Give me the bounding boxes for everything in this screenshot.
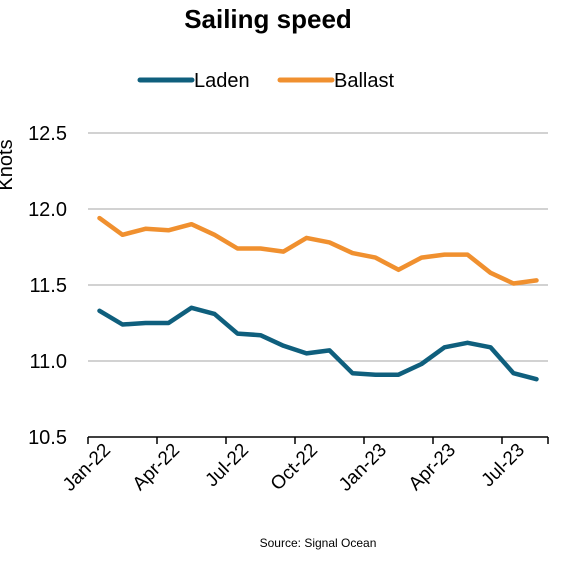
legend-label-laden: Laden [194, 70, 250, 92]
x-tick-label: Jul-22 [202, 440, 253, 491]
series-line-ballast [97, 215, 539, 286]
x-tick-label: Apr-23 [405, 440, 460, 495]
x-tick-label: Oct-22 [267, 440, 322, 495]
x-tick-label: Apr-22 [129, 440, 184, 495]
grid [88, 132, 548, 362]
y-tick-label: 10.5 [28, 427, 67, 449]
y-tick-label: 12.5 [28, 123, 67, 145]
series-group [97, 215, 539, 382]
legend: Laden Ballast [137, 70, 394, 92]
chart-title: Sailing speed [184, 4, 352, 34]
y-tick-label: 11.0 [30, 351, 67, 373]
x-tick-label: Jan-23 [335, 440, 391, 496]
series-line-laden [97, 305, 539, 382]
source-note: Source: Signal Ocean [260, 536, 377, 550]
y-axis-label: Knots [0, 139, 17, 190]
y-tick-label: 11.5 [30, 275, 67, 297]
x-tick-label: Jan-22 [59, 440, 115, 496]
y-tick-label: 12.0 [28, 199, 67, 221]
x-tick-label: Jul-23 [478, 440, 529, 491]
y-axis: 10.5 11.0 11.5 12.0 12.5 [28, 123, 67, 449]
legend-label-ballast: Ballast [334, 70, 394, 92]
x-axis: Jan-22 Apr-22 Jul-22 Oct-22 Jan-23 Apr-23 Jul-… [59, 436, 549, 496]
